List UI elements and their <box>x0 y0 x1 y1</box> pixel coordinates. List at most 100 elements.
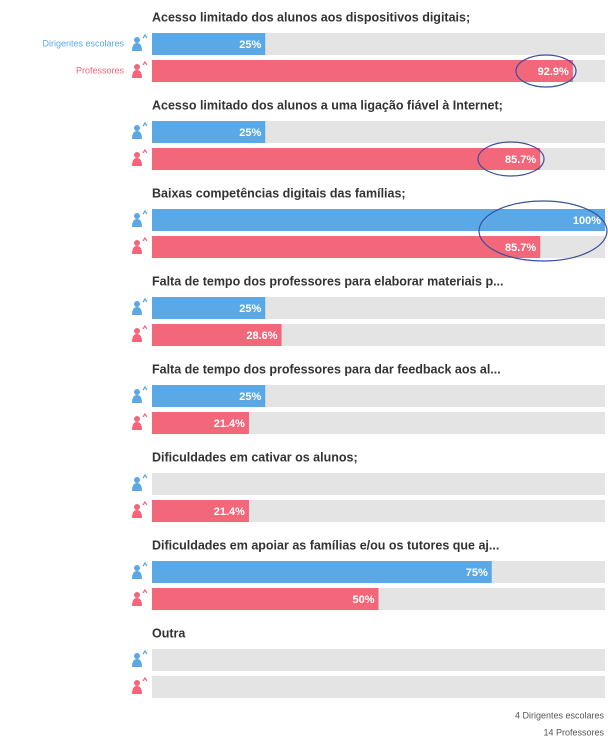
icon-small <box>142 500 148 506</box>
category-title: Acesso limitado dos alunos aos dispositi… <box>152 10 470 24</box>
icon-small <box>142 588 148 594</box>
bar <box>152 500 249 522</box>
icon-head <box>134 680 140 686</box>
category-title: Falta de tempo dos professores para elab… <box>152 274 504 288</box>
person-icon <box>132 209 148 227</box>
icon-head <box>134 592 140 598</box>
person-icon <box>132 385 148 403</box>
person-icon <box>132 473 148 491</box>
category-title: Outra <box>152 626 186 640</box>
icon-head <box>134 653 140 659</box>
annotation-circle <box>477 141 545 177</box>
icon-body <box>132 131 142 139</box>
value-label: 21.4% <box>214 418 245 430</box>
annotations <box>477 54 608 262</box>
icon-small <box>142 209 148 215</box>
icon-head <box>134 565 140 571</box>
icon-body <box>132 395 142 403</box>
plot: Acesso limitado dos alunos aos dispositi… <box>42 10 605 737</box>
value-label: 25% <box>239 391 261 403</box>
bar <box>152 588 379 610</box>
bar <box>152 121 266 143</box>
bar-track <box>152 649 605 671</box>
person-icon <box>132 588 148 606</box>
person-icon <box>132 412 148 430</box>
person-icon <box>132 561 148 579</box>
icon-body <box>132 598 142 606</box>
icon-small <box>142 236 148 242</box>
value-label: 21.4% <box>214 506 245 518</box>
category-title: Falta de tempo dos professores para dar … <box>152 362 501 376</box>
icon-body <box>132 307 142 315</box>
annotation-circle <box>515 54 577 88</box>
legend-label: Professores <box>76 65 125 75</box>
icon-head <box>134 328 140 334</box>
bar <box>152 209 605 231</box>
icon-small <box>142 676 148 682</box>
icon-body <box>132 686 142 694</box>
icon-head <box>134 125 140 131</box>
icon-small <box>142 412 148 418</box>
person-icon <box>132 60 148 78</box>
icon-head <box>134 213 140 219</box>
icon-head <box>134 389 140 395</box>
value-label: 25% <box>239 39 261 51</box>
person-icon <box>132 500 148 518</box>
person-icon <box>132 324 148 342</box>
category-title: Dificuldades em cativar os alunos; <box>152 450 358 464</box>
value-label: 50% <box>352 594 374 606</box>
icon-body <box>132 571 142 579</box>
annotation-circle <box>478 200 608 262</box>
icon-body <box>132 70 142 78</box>
value-label: 85.7% <box>505 242 536 254</box>
value-label: 100% <box>573 215 601 227</box>
icon-body <box>132 422 142 430</box>
bar-track <box>152 473 605 495</box>
value-label: 25% <box>239 127 261 139</box>
bar <box>152 236 541 258</box>
bar <box>152 324 282 346</box>
person-icon <box>132 649 148 667</box>
icon-head <box>134 64 140 70</box>
category-title: Acesso limitado dos alunos a uma ligação… <box>152 98 503 112</box>
icon-body <box>132 483 142 491</box>
icon-head <box>134 416 140 422</box>
person-icon <box>132 148 148 166</box>
icon-body <box>132 158 142 166</box>
icon-body <box>132 246 142 254</box>
bar-track <box>152 500 605 522</box>
icon-head <box>134 152 140 158</box>
icon-small <box>142 385 148 391</box>
icon-head <box>134 504 140 510</box>
icon-small <box>142 561 148 567</box>
icon-small <box>142 121 148 127</box>
person-icon <box>132 121 148 139</box>
icon-head <box>134 37 140 43</box>
person-icon <box>132 33 148 51</box>
person-icon <box>132 236 148 254</box>
icon-head <box>134 240 140 246</box>
category-title: Dificuldades em apoiar as famílias e/ou … <box>152 538 499 552</box>
icon-body <box>132 334 142 342</box>
icon-body <box>132 43 142 51</box>
icon-small <box>142 60 148 66</box>
icon-body <box>132 659 142 667</box>
bar <box>152 60 573 82</box>
footer-note: 14 Professores <box>543 727 604 737</box>
value-label: 92.9% <box>538 66 569 78</box>
bar <box>152 148 541 170</box>
bar <box>152 297 266 319</box>
icon-small <box>142 148 148 154</box>
icon-body <box>132 510 142 518</box>
bar <box>152 385 266 407</box>
value-label: 75% <box>466 567 488 579</box>
footer-note: 4 Dirigentes escolares <box>515 710 605 720</box>
value-label: 25% <box>239 303 261 315</box>
icon-small <box>142 33 148 39</box>
bar <box>152 561 492 583</box>
icon-small <box>142 473 148 479</box>
bar-track <box>152 412 605 434</box>
bar-track <box>152 676 605 698</box>
icon-head <box>134 301 140 307</box>
